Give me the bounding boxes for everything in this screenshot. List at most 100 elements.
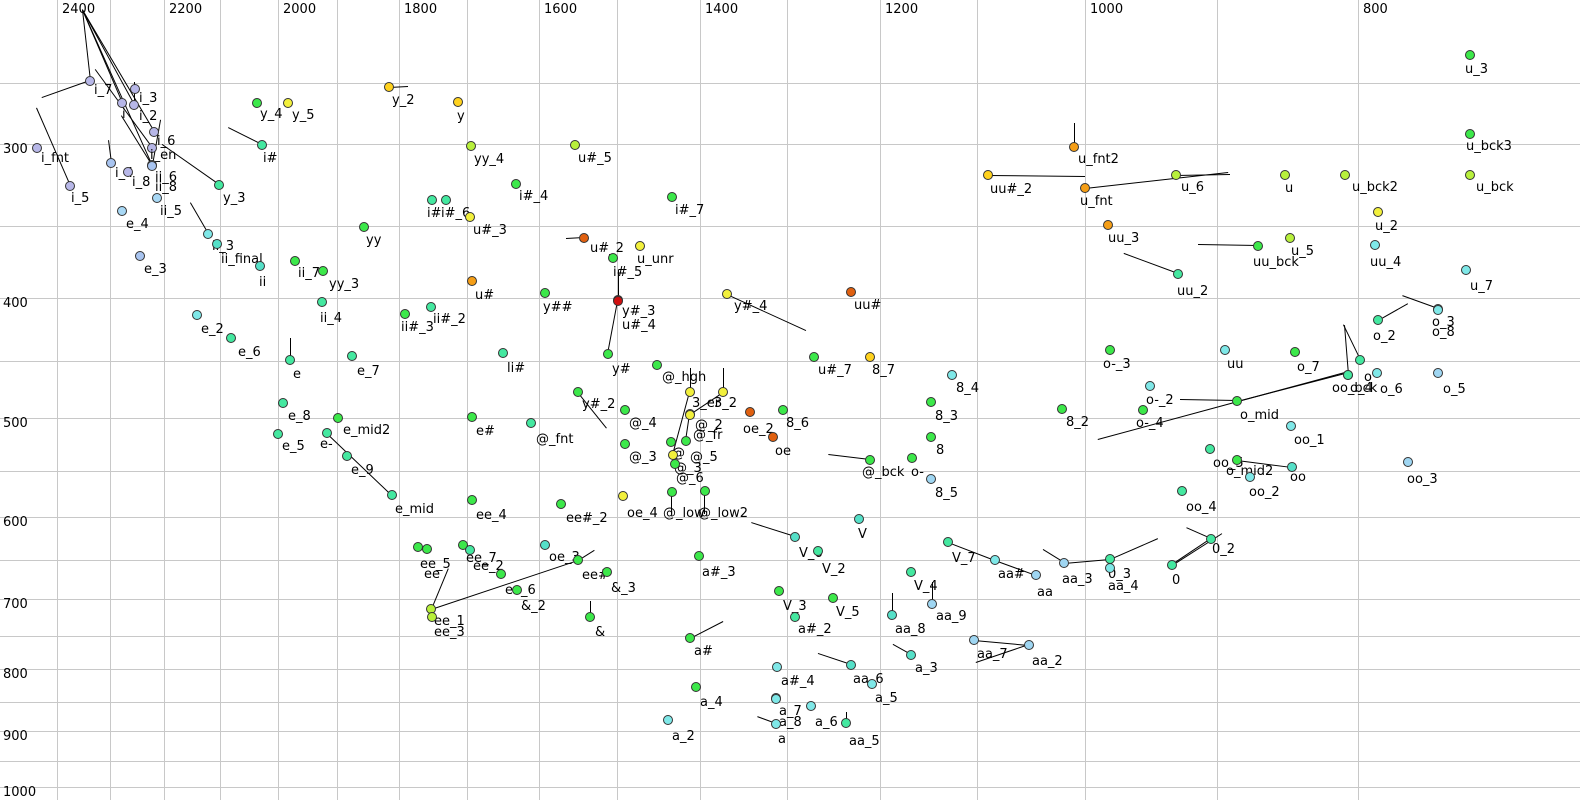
data-point-o_2b[interactable] bbox=[1206, 534, 1216, 544]
data-point-ii__2[interactable] bbox=[426, 302, 436, 312]
data-point-V_5[interactable] bbox=[828, 593, 838, 603]
data-point-e_5[interactable] bbox=[273, 429, 283, 439]
data-point-oo_5[interactable] bbox=[1205, 444, 1215, 454]
data-point-u_5[interactable] bbox=[1285, 233, 1295, 243]
data-point-e_mid2[interactable] bbox=[333, 413, 343, 423]
data-point-a__2[interactable] bbox=[790, 612, 800, 622]
data-point-aa_2[interactable] bbox=[1024, 640, 1034, 650]
data-point-V_7[interactable] bbox=[943, 537, 953, 547]
data-point-a__4[interactable] bbox=[772, 662, 782, 672]
data-point-uu_2[interactable] bbox=[1173, 269, 1183, 279]
data-point-u_2[interactable] bbox=[1373, 207, 1383, 217]
data-point-a_8[interactable] bbox=[771, 694, 781, 704]
data-point-i__7[interactable] bbox=[667, 192, 677, 202]
data-point-__fr[interactable] bbox=[685, 410, 695, 420]
data-point-8_3[interactable] bbox=[926, 397, 936, 407]
data-point-y_3[interactable] bbox=[214, 180, 224, 190]
data-point-aa_[interactable] bbox=[990, 555, 1000, 565]
data-point-o_6[interactable] bbox=[1372, 368, 1382, 378]
data-point-ee[interactable] bbox=[422, 544, 432, 554]
data-point-u__3[interactable] bbox=[465, 212, 475, 222]
data-point-i_3[interactable] bbox=[130, 84, 140, 94]
data-point-y[interactable] bbox=[453, 97, 463, 107]
data-point-__4[interactable] bbox=[620, 405, 630, 415]
data-point-V[interactable] bbox=[854, 514, 864, 524]
data-point-V_2[interactable] bbox=[813, 546, 823, 556]
data-point-ii[interactable] bbox=[255, 261, 265, 271]
data-point-e-[interactable] bbox=[322, 428, 332, 438]
data-point-e_6[interactable] bbox=[226, 333, 236, 343]
data-point-ee_3[interactable] bbox=[427, 612, 437, 622]
data-point-V_4[interactable] bbox=[906, 567, 916, 577]
data-point-3_er[interactable] bbox=[685, 387, 695, 397]
data-point-__3[interactable] bbox=[620, 439, 630, 449]
data-point-oo_2[interactable] bbox=[1245, 472, 1255, 482]
data-point-i_fnt[interactable] bbox=[32, 143, 42, 153]
data-point-aa_7[interactable] bbox=[969, 635, 979, 645]
data-point-ii_7[interactable] bbox=[290, 256, 300, 266]
data-point-o-_4[interactable] bbox=[1138, 405, 1148, 415]
data-point-0[interactable] bbox=[1167, 560, 1177, 570]
data-point-__hgh[interactable] bbox=[652, 360, 662, 370]
data-point-i_6[interactable] bbox=[149, 127, 159, 137]
data-point-o_mid2[interactable] bbox=[1232, 455, 1242, 465]
data-point-uu_3[interactable] bbox=[1103, 220, 1113, 230]
data-point-e_9[interactable] bbox=[342, 451, 352, 461]
data-point-ii_3[interactable] bbox=[203, 229, 213, 239]
data-point-8[interactable] bbox=[926, 432, 936, 442]
data-point-oo_4[interactable] bbox=[1177, 486, 1187, 496]
data-point-8_6[interactable] bbox=[778, 405, 788, 415]
data-point-oo_1[interactable] bbox=[1286, 421, 1296, 431]
data-point-__fnt[interactable] bbox=[526, 418, 536, 428]
data-point-u_fnt2[interactable] bbox=[1069, 142, 1079, 152]
data-point-__6[interactable] bbox=[670, 459, 680, 469]
data-point-ii_final[interactable] bbox=[212, 239, 222, 249]
data-point-a_[interactable] bbox=[685, 633, 695, 643]
data-point-o[interactable] bbox=[1355, 355, 1365, 365]
data-point-e_[interactable] bbox=[467, 412, 477, 422]
data-point-a_4[interactable] bbox=[691, 682, 701, 692]
data-point-i_5[interactable] bbox=[65, 181, 75, 191]
data-point-uu[interactable] bbox=[1220, 345, 1230, 355]
data-point-u_fnt[interactable] bbox=[1080, 183, 1090, 193]
data-point-i_2[interactable] bbox=[129, 100, 139, 110]
data-point-e[interactable] bbox=[285, 355, 295, 365]
data-point-_[interactable] bbox=[666, 437, 676, 447]
data-point-ee__2[interactable] bbox=[556, 499, 566, 509]
data-point-o_7[interactable] bbox=[1290, 347, 1300, 357]
data-point-yy_4[interactable] bbox=[466, 141, 476, 151]
data-point-u_bck3[interactable] bbox=[1465, 129, 1475, 139]
data-point-u_bck2[interactable] bbox=[1340, 170, 1350, 180]
data-point-i_4[interactable] bbox=[106, 158, 116, 168]
data-point-u__4[interactable] bbox=[613, 296, 623, 306]
data-point-_[interactable] bbox=[585, 612, 595, 622]
data-point-a__3[interactable] bbox=[694, 551, 704, 561]
data-point-__2[interactable] bbox=[512, 585, 522, 595]
data-point-a_3[interactable] bbox=[906, 650, 916, 660]
data-point-i__5[interactable] bbox=[608, 253, 618, 263]
data-point-y_2[interactable] bbox=[384, 82, 394, 92]
data-point-a_5[interactable] bbox=[867, 679, 877, 689]
data-point-3_2[interactable] bbox=[718, 387, 728, 397]
data-point-V_3[interactable] bbox=[774, 586, 784, 596]
data-point-u_3[interactable] bbox=[1465, 50, 1475, 60]
data-point-u__7[interactable] bbox=[809, 352, 819, 362]
data-point-e_8[interactable] bbox=[278, 398, 288, 408]
data-point-8_7[interactable] bbox=[865, 352, 875, 362]
data-point-i_[interactable] bbox=[257, 140, 267, 150]
data-point-aa_4[interactable] bbox=[1105, 563, 1115, 573]
data-point-y_5[interactable] bbox=[283, 98, 293, 108]
data-point-uu_bck[interactable] bbox=[1253, 241, 1263, 251]
data-point-u_6[interactable] bbox=[1171, 170, 1181, 180]
data-point-o_4[interactable] bbox=[1343, 370, 1353, 380]
data-point-ee_[interactable] bbox=[573, 555, 583, 565]
data-point-o_5[interactable] bbox=[1433, 368, 1443, 378]
data-point-__5[interactable] bbox=[681, 436, 691, 446]
data-point-ii_5[interactable] bbox=[152, 193, 162, 203]
data-point-ii__3[interactable] bbox=[400, 309, 410, 319]
data-point-o_8[interactable] bbox=[1433, 305, 1443, 315]
data-point-u_[interactable] bbox=[467, 276, 477, 286]
data-point-o_2[interactable] bbox=[1373, 315, 1383, 325]
data-point-i_7[interactable] bbox=[85, 76, 95, 86]
